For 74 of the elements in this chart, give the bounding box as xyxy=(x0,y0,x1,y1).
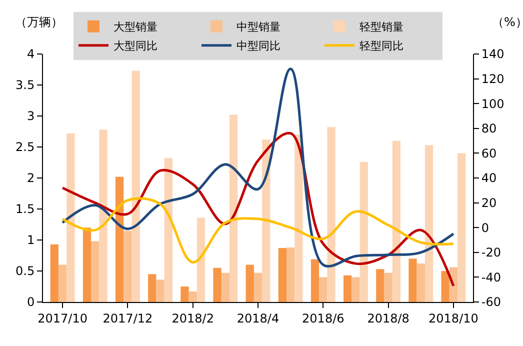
bar xyxy=(246,264,254,302)
legend-label: 中型销量 xyxy=(236,20,280,34)
bar xyxy=(254,272,262,302)
bar xyxy=(213,268,222,302)
y2-tick-label: 80 xyxy=(481,122,497,136)
bar xyxy=(230,114,238,302)
bar xyxy=(424,145,434,302)
y-tick-label: 1 xyxy=(26,233,35,248)
bar xyxy=(156,280,164,302)
y2-tick-label: 100 xyxy=(481,96,504,111)
bar xyxy=(327,127,336,302)
bar xyxy=(99,130,108,302)
bar xyxy=(310,259,320,302)
line-series xyxy=(61,68,455,268)
y2-tick-label: -40 xyxy=(481,270,502,284)
bar xyxy=(294,134,303,302)
bar xyxy=(164,158,172,302)
x-tick-label: 2017/10 xyxy=(38,311,88,326)
y-tick-label: 1.5 xyxy=(16,202,35,216)
y2-tick-label: -20 xyxy=(481,246,502,260)
bar xyxy=(180,286,189,302)
bar xyxy=(196,218,206,302)
y2-axis-title: （%） xyxy=(492,15,523,29)
bar xyxy=(188,291,197,302)
y2-tick-label: 40 xyxy=(481,171,497,186)
x-tick-label: 2018/6 xyxy=(302,311,344,326)
y-tick-label: 4 xyxy=(26,47,35,62)
bar xyxy=(286,247,295,302)
legend-label: 中型同比 xyxy=(236,40,280,53)
y2-tick-label: 140 xyxy=(481,47,504,62)
x-tick-label: 2018/8 xyxy=(367,311,410,326)
bar xyxy=(82,228,92,302)
x-tick-label: 2018/10 xyxy=(428,311,478,326)
bar xyxy=(344,275,352,302)
bar xyxy=(221,272,230,302)
y-tick-label: 3 xyxy=(26,109,35,124)
bar xyxy=(278,248,286,302)
y-tick-label: 3.5 xyxy=(16,78,35,92)
y-tick-label: 0 xyxy=(26,295,35,310)
bar xyxy=(376,269,384,302)
y2-tick-label: 120 xyxy=(481,72,504,86)
bar xyxy=(352,277,360,302)
bar xyxy=(132,70,140,302)
bar xyxy=(384,272,392,302)
bar xyxy=(66,133,75,302)
bar xyxy=(124,230,132,302)
y-axis-title: （万辆） xyxy=(15,15,63,29)
y2-tick-label: 20 xyxy=(481,196,497,210)
legend-label: 大型销量 xyxy=(114,20,158,34)
bar xyxy=(360,162,368,302)
bar xyxy=(408,258,417,302)
bar xyxy=(392,140,401,302)
legend-label: 轻型销量 xyxy=(360,20,404,34)
bar xyxy=(319,277,328,302)
y2-tick-label: 60 xyxy=(481,146,497,160)
y2-tick-label: -60 xyxy=(481,295,502,310)
bar xyxy=(458,153,466,302)
y-tick-label: 0.5 xyxy=(16,264,35,278)
y-tick-label: 2.5 xyxy=(16,140,35,154)
bar xyxy=(148,274,156,302)
x-tick-label: 2017/12 xyxy=(102,311,153,326)
legend-label: 轻型同比 xyxy=(360,40,404,53)
y-tick-label: 2 xyxy=(26,171,35,186)
bar xyxy=(441,271,450,302)
x-tick-label: 2018/2 xyxy=(172,311,214,326)
bar xyxy=(58,264,67,302)
x-tick-label: 2018/4 xyxy=(236,311,280,326)
bar xyxy=(91,241,100,302)
bar xyxy=(262,140,270,302)
y2-tick-label: 0 xyxy=(481,220,490,235)
bar xyxy=(50,244,58,302)
bar xyxy=(416,264,425,302)
bar xyxy=(115,176,124,302)
legend-label: 大型同比 xyxy=(114,40,158,53)
